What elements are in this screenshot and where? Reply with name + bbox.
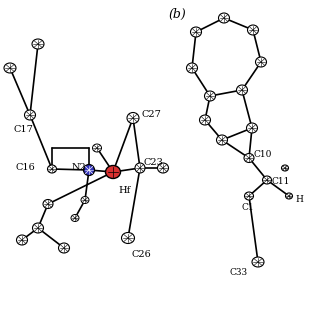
Ellipse shape xyxy=(204,91,215,101)
Ellipse shape xyxy=(157,163,169,173)
Text: C27: C27 xyxy=(141,110,161,119)
Ellipse shape xyxy=(92,144,101,152)
Text: C1: C1 xyxy=(241,203,254,212)
Ellipse shape xyxy=(71,214,79,221)
Text: (b): (b) xyxy=(168,8,186,21)
Text: C11: C11 xyxy=(271,177,289,186)
Text: C33: C33 xyxy=(230,268,248,277)
Ellipse shape xyxy=(252,257,264,267)
Ellipse shape xyxy=(81,196,89,204)
Ellipse shape xyxy=(127,113,139,124)
Ellipse shape xyxy=(17,235,28,245)
Ellipse shape xyxy=(190,27,202,37)
Ellipse shape xyxy=(236,85,247,95)
Ellipse shape xyxy=(122,233,134,244)
Text: C26: C26 xyxy=(131,250,151,259)
Ellipse shape xyxy=(247,25,259,35)
Ellipse shape xyxy=(25,110,36,120)
Ellipse shape xyxy=(285,193,292,199)
Text: N2: N2 xyxy=(72,163,87,172)
Ellipse shape xyxy=(282,165,289,171)
Ellipse shape xyxy=(219,13,229,23)
Ellipse shape xyxy=(106,165,121,179)
Ellipse shape xyxy=(32,39,44,49)
Text: Hf: Hf xyxy=(118,186,130,195)
Ellipse shape xyxy=(187,63,197,73)
Text: C16: C16 xyxy=(16,163,36,172)
Ellipse shape xyxy=(33,223,44,233)
Text: C10: C10 xyxy=(254,150,272,159)
Ellipse shape xyxy=(217,135,228,145)
Ellipse shape xyxy=(84,164,94,175)
Text: C23: C23 xyxy=(143,158,163,167)
Text: H: H xyxy=(295,195,303,204)
Ellipse shape xyxy=(47,165,57,173)
Ellipse shape xyxy=(262,176,271,184)
Ellipse shape xyxy=(255,57,267,67)
Ellipse shape xyxy=(246,123,258,133)
Ellipse shape xyxy=(4,63,16,73)
Ellipse shape xyxy=(59,243,69,253)
Ellipse shape xyxy=(135,163,145,173)
Ellipse shape xyxy=(43,199,53,209)
Ellipse shape xyxy=(199,115,211,125)
Text: C17: C17 xyxy=(14,125,34,134)
Ellipse shape xyxy=(244,192,253,200)
Ellipse shape xyxy=(244,154,254,163)
